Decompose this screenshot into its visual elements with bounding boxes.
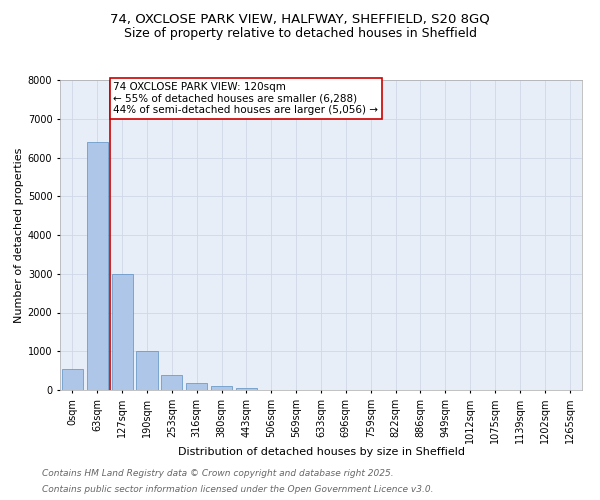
Text: Size of property relative to detached houses in Sheffield: Size of property relative to detached ho… [124,28,476,40]
Bar [186,383,207,390]
Bar [136,351,158,390]
Text: Contains HM Land Registry data © Crown copyright and database right 2025.: Contains HM Land Registry data © Crown c… [42,468,394,477]
Bar [62,368,83,390]
Bar [87,142,108,390]
Text: 74, OXCLOSE PARK VIEW, HALFWAY, SHEFFIELD, S20 8GQ: 74, OXCLOSE PARK VIEW, HALFWAY, SHEFFIEL… [110,12,490,26]
Text: Contains public sector information licensed under the Open Government Licence v3: Contains public sector information licen… [42,485,433,494]
Bar [112,274,133,390]
Bar [161,376,182,390]
X-axis label: Distribution of detached houses by size in Sheffield: Distribution of detached houses by size … [178,448,464,458]
Y-axis label: Number of detached properties: Number of detached properties [14,148,23,322]
Text: 74 OXCLOSE PARK VIEW: 120sqm
← 55% of detached houses are smaller (6,288)
44% of: 74 OXCLOSE PARK VIEW: 120sqm ← 55% of de… [113,82,379,115]
Bar [211,386,232,390]
Bar [236,388,257,390]
